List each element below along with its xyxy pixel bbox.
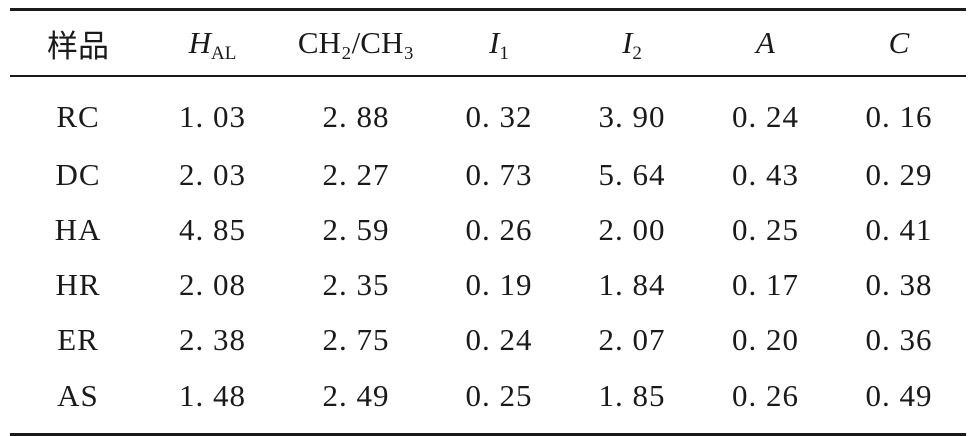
cell-a: 0. 20: [732, 321, 799, 357]
data-table: 样品 HAL CH₂/CH₃ I1 I2 A C: [10, 8, 966, 436]
cell-ch2-ch3: 2. 49: [322, 378, 390, 413]
cell-sample: HR: [55, 266, 101, 302]
header-ch2-ch3-label: CH₂/CH₃: [297, 25, 415, 60]
cell-hal: 2. 03: [179, 156, 246, 192]
cell-ch2-ch3: 2. 35: [322, 266, 390, 302]
header-i1-subscript: 1: [499, 43, 509, 64]
cell-i2: 1. 84: [598, 266, 666, 302]
table-header: 样品 HAL CH₂/CH₃ I1 I2 A C: [10, 9, 966, 77]
cell-c: 0. 49: [865, 378, 933, 413]
cell-i1: 0. 26: [465, 211, 533, 247]
cell-i1: 0. 73: [465, 156, 533, 192]
table-row: HR 2. 08 2. 35 0. 19 1. 84 0. 17 0. 38: [10, 257, 966, 312]
data-table-container: 样品 HAL CH₂/CH₃ I1 I2 A C: [10, 8, 966, 436]
header-i1: I1: [433, 10, 565, 77]
cell-sample: AS: [57, 378, 99, 413]
cell-c: 0. 29: [865, 156, 933, 192]
cell-i2: 2. 00: [598, 211, 666, 247]
header-a-symbol: A: [756, 25, 775, 60]
cell-hal: 1. 03: [179, 99, 246, 134]
table-row: ER 2. 38 2. 75 0. 24 2. 07 0. 20 0. 36: [10, 312, 966, 367]
cell-i2: 2. 07: [598, 321, 666, 357]
cell-i1: 0. 19: [465, 266, 533, 302]
header-row: 样品 HAL CH₂/CH₃ I1 I2 A C: [10, 9, 966, 77]
cell-a: 0. 25: [732, 211, 799, 247]
cell-ch2-ch3: 2. 27: [322, 156, 390, 192]
cell-sample: RC: [56, 99, 100, 134]
header-ch2-ch3: CH₂/CH₃: [279, 10, 433, 77]
table-row: HA 4. 85 2. 59 0. 26 2. 00 0. 25 0. 41: [10, 202, 966, 257]
header-hal-subscript: AL: [211, 43, 237, 64]
cell-hal: 4. 85: [179, 211, 246, 247]
cell-c: 0. 41: [865, 211, 933, 247]
cell-hal: 2. 08: [179, 266, 246, 302]
header-sample-label: 样品: [47, 28, 109, 64]
header-i1-symbol: I: [489, 25, 500, 60]
cell-sample: ER: [57, 321, 99, 357]
cell-sample: DC: [55, 156, 101, 192]
header-hal-symbol: H: [188, 25, 212, 60]
cell-c: 0. 16: [865, 99, 933, 134]
cell-ch2-ch3: 2. 59: [322, 211, 390, 247]
cell-a: 0. 26: [732, 378, 799, 413]
cell-ch2-ch3: 2. 75: [322, 321, 390, 357]
cell-i2: 3. 90: [598, 99, 666, 134]
header-hal: HAL: [146, 10, 279, 77]
cell-ch2-ch3: 2. 88: [322, 99, 390, 134]
cell-i2: 1. 85: [598, 378, 666, 413]
cell-a: 0. 24: [732, 99, 799, 134]
cell-i1: 0. 32: [465, 99, 533, 134]
header-i2: I2: [565, 10, 699, 77]
cell-sample: HA: [54, 211, 102, 247]
table-body: RC 1. 03 2. 88 0. 32 3. 90 0. 24 0. 16 D…: [10, 76, 966, 435]
header-c: C: [832, 10, 966, 77]
header-sample: 样品: [10, 10, 146, 77]
header-c-symbol: C: [888, 25, 910, 60]
cell-hal: 2. 38: [179, 321, 246, 357]
cell-c: 0. 36: [865, 321, 933, 357]
table-row: DC 2. 03 2. 27 0. 73 5. 64 0. 43 0. 29: [10, 147, 966, 202]
header-i2-symbol: I: [622, 25, 633, 60]
header-i2-subscript: 2: [632, 43, 642, 64]
cell-a: 0. 17: [732, 266, 799, 302]
table-row: RC 1. 03 2. 88 0. 32 3. 90 0. 24 0. 16: [10, 76, 966, 147]
cell-a: 0. 43: [732, 156, 799, 192]
cell-i1: 0. 24: [465, 321, 533, 357]
cell-i1: 0. 25: [465, 378, 533, 413]
cell-i2: 5. 64: [598, 156, 666, 192]
cell-hal: 1. 48: [179, 378, 246, 413]
header-a: A: [699, 10, 832, 77]
cell-c: 0. 38: [865, 266, 933, 302]
table-row: AS 1. 48 2. 49 0. 25 1. 85 0. 26 0. 49: [10, 367, 966, 435]
